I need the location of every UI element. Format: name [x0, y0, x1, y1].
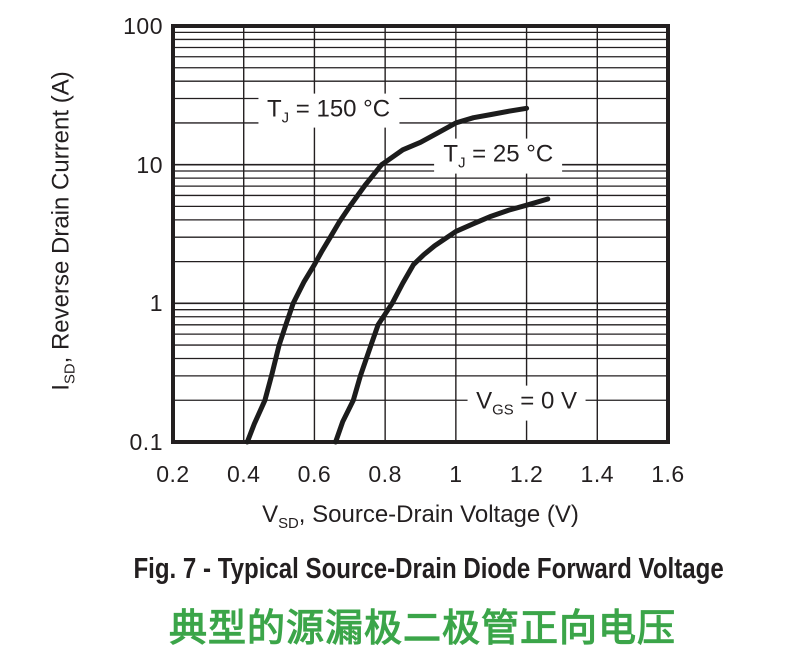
annotation-tj-150c: TJ = 150 °C — [258, 93, 400, 129]
annotation-text: = 150 °C — [289, 95, 391, 123]
plot-border — [171, 24, 670, 444]
figure-caption: Fig. 7 - Typical Source-Drain Diode Forw… — [0, 553, 801, 586]
annotation-text: = 0 V — [513, 387, 578, 415]
x-axis-title: VSD, Source-Drain Voltage (V) — [0, 501, 801, 532]
annotation-subscript: GS — [492, 402, 514, 419]
x-tick-label: 1.6 — [651, 461, 685, 487]
annotation-symbol: T — [267, 95, 282, 123]
y-tick-label: 1 — [149, 290, 163, 317]
figure-caption-text: Fig. 7 - Typical Source-Drain Diode Forw… — [133, 553, 725, 585]
y-tick-label: 0.1 — [129, 429, 163, 455]
y-axis-title-text: , Reverse Drain Current (A) — [47, 71, 75, 364]
y-tick-label: 100 — [123, 13, 163, 39]
annotation-tj-25c: TJ = 25 °C — [434, 138, 563, 174]
annotation-symbol: V — [476, 387, 493, 415]
x-tick-label: 0.2 — [156, 461, 190, 487]
x-tick-label: 1.4 — [580, 461, 615, 487]
figure-caption-chinese: 典型的源漏极二极管正向电压 — [168, 608, 676, 650]
x-axis-symbol-subscript: SD — [278, 515, 299, 532]
annotation-subscript: J — [458, 155, 466, 172]
curve-tj-25c — [333, 196, 551, 445]
y-tick-label: 10 — [136, 151, 163, 178]
x-axis-title-text: , Source-Drain Voltage (V) — [298, 501, 579, 528]
annotation-symbol: T — [443, 140, 459, 168]
x-tick-label: 1 — [449, 461, 463, 487]
y-axis-symbol: I — [47, 384, 75, 391]
y-axis-symbol-subscript: SD — [62, 363, 79, 385]
annotation-subscript: J — [281, 110, 290, 127]
x-tick-label: 0.4 — [226, 461, 261, 487]
annotation-text: = 25 °C — [465, 140, 554, 168]
x-axis-symbol: V — [262, 501, 279, 528]
x-tick-label: 0.6 — [297, 461, 332, 487]
x-tick-label: 0.8 — [368, 461, 402, 487]
x-tick-label: 1.2 — [509, 461, 544, 487]
annotation-vgs-0v: VGS = 0 V — [467, 385, 587, 421]
curve-tj-150c — [244, 105, 530, 445]
